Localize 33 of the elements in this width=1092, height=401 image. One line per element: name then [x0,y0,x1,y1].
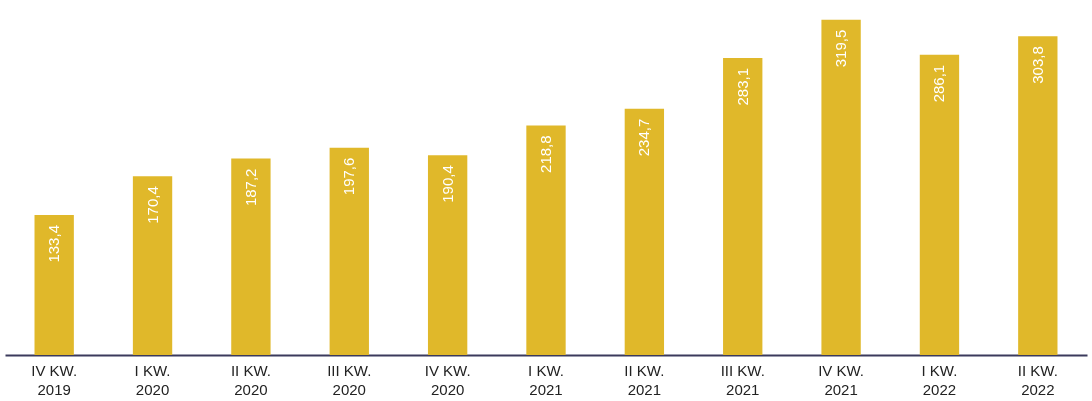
data-label: 133,4 [45,225,63,263]
x-tick-label: II KW. 2022 [1017,361,1058,398]
data-label: 283,1 [733,67,751,106]
bar [1018,36,1058,355]
bar [34,215,74,355]
data-label: 234,7 [635,118,653,157]
data-label: 170,4 [143,186,161,224]
data-label: 218,8 [537,135,554,173]
data-label: 197,6 [340,157,358,196]
x-tick-label: I KW. 2022 [921,361,958,398]
bar [132,176,173,355]
data-label: 303,8 [1028,46,1046,84]
x-tick-label: I KW. 2021 [528,361,564,398]
x-tick-label: III KW. 2020 [327,361,372,398]
bar [231,158,271,355]
data-label: 190,4 [438,165,456,203]
bar [329,147,369,355]
data-label: 319,5 [832,29,850,68]
x-tick-label: IV KW. 2020 [424,361,471,398]
data-label: 286,1 [930,64,948,103]
bar [526,125,566,355]
x-tick-label: IV KW. 2019 [31,361,78,398]
x-tick-label: IV KW. 2021 [818,361,865,398]
x-tick-label: II KW. 2021 [624,361,665,398]
bar [821,19,861,355]
bar [919,54,960,355]
x-tick-label: I KW. 2020 [134,361,171,398]
bar [427,155,468,355]
data-label: 187,2 [241,168,259,207]
x-tick-label: III KW. 2021 [720,361,765,398]
bar [624,108,665,355]
x-tick-label: II KW. 2020 [230,361,271,398]
bar [723,57,763,355]
